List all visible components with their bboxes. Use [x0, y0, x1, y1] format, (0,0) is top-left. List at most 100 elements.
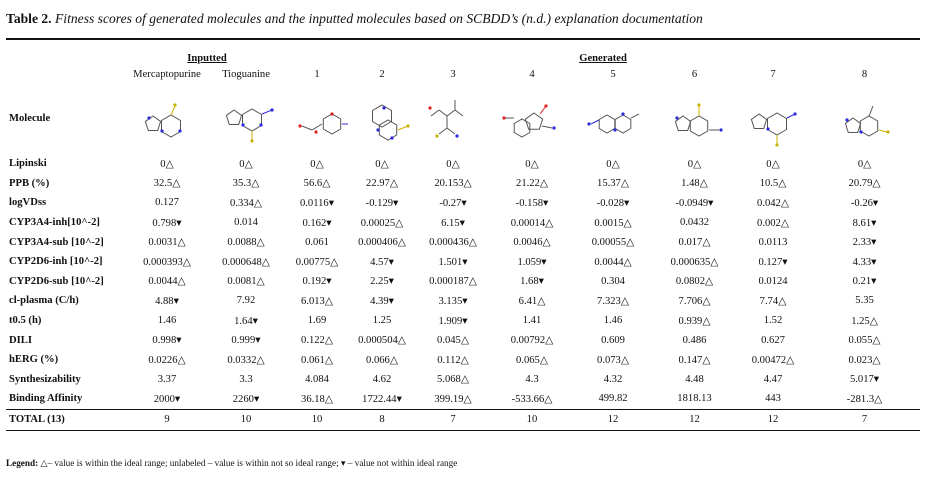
table-cell: 0.162▾ — [302, 217, 332, 229]
table-cell: 0.0113 — [758, 236, 788, 248]
table-cell: 0.00025△ — [360, 217, 404, 229]
table-cell: 3.135▾ — [438, 295, 468, 307]
table-cell: 0.0046△ — [513, 237, 551, 249]
table-cell: 0.0015△ — [594, 217, 632, 229]
column-header: Mercaptopurine — [133, 68, 201, 80]
table-cell: 0△ — [525, 158, 539, 170]
row-label: Binding Affinity — [9, 393, 83, 405]
table-cell: 0.127▾ — [758, 256, 788, 268]
column-header: 5 — [610, 68, 616, 80]
row-label: Synthesizability — [9, 373, 81, 385]
group-inputted: Inputted — [187, 52, 227, 64]
table-row: CYP3A4-sub [10^-2] 0.0031△ 0.0088△ 0.061 0.0… — [6, 232, 920, 252]
table-cell: 0.0031△ — [148, 237, 186, 249]
table-cell: 0.000504△ — [358, 335, 406, 347]
table-cell: -0.129▾ — [365, 197, 399, 209]
table-cell: 2000▾ — [153, 393, 181, 405]
table-cell: -0.27▾ — [439, 197, 467, 209]
table-cell: 0.00055△ — [591, 237, 635, 249]
table-cell: 35.3△ — [232, 178, 260, 190]
top-rule — [6, 38, 920, 40]
total-cell: 12 — [574, 408, 653, 431]
table-cell: 0.0044△ — [148, 276, 186, 288]
table-cell: 32.5△ — [153, 178, 181, 190]
table-cell: 0.073△ — [597, 354, 629, 366]
table-row: t0.5 (h) 1.46 1.64▾ 1.69 1.25 1.909▾ 1.41 1.46 0… — [6, 311, 920, 331]
table-cell: 1.64▾ — [234, 315, 258, 327]
column-header: 2 — [379, 68, 385, 80]
table-cell: 4.47 — [763, 373, 783, 385]
table-cell: 4.57▾ — [370, 256, 394, 268]
table-cell: 0△ — [310, 158, 324, 170]
column-header: 7 — [770, 68, 776, 80]
table-cell: 0.192▾ — [302, 276, 332, 288]
table-cell: 21.22△ — [516, 178, 548, 190]
table-cell: 1.46 — [157, 315, 177, 327]
column-header: 3 — [450, 68, 456, 80]
column-header: 1 — [314, 68, 320, 80]
row-label: logVDss — [9, 197, 47, 209]
column-header: Tioguanine — [222, 68, 270, 80]
total-row: TOTAL (13) 9 10 10 8 7 10 12 12 12 7 — [6, 408, 921, 431]
table-cell: 0.042△ — [757, 197, 789, 209]
table-cell: 0.045△ — [437, 335, 469, 347]
total-cell: 7 — [416, 408, 491, 431]
row-label: hERG (%) — [9, 354, 59, 366]
caption-text: Fitness scores of generated molecules an… — [55, 11, 703, 26]
table-cell: 0△ — [446, 158, 460, 170]
table-cell: 36.18△ — [301, 393, 333, 405]
table-cell: 499.82 — [598, 393, 628, 405]
table-cell: 0.798▾ — [152, 217, 182, 229]
molecule-structure-icon — [286, 82, 349, 154]
total-cell: 10 — [490, 408, 575, 431]
molecule-structure-icon — [574, 82, 652, 154]
table-cell: 3.37 — [157, 373, 177, 385]
table-cell: 0.065△ — [516, 354, 548, 366]
total-cell: 10 — [286, 408, 349, 431]
table-cell: 1.48△ — [681, 178, 708, 190]
table-cell: 0.000406△ — [358, 237, 406, 249]
table-cell: 0△ — [687, 158, 702, 170]
table-row: CYP3A4-inh[10^-2] 0.798▾ 0.014 0.162▾ 0.0002… — [6, 213, 920, 233]
table-cell: 2260▾ — [232, 393, 260, 405]
table-cell: 0△ — [766, 158, 780, 170]
table-cell: 0△ — [239, 158, 253, 170]
table-cell: 0.066△ — [366, 354, 398, 366]
row-label: cl-plasma (C/h) — [9, 295, 79, 307]
molecule-structure-icon — [737, 82, 809, 154]
table-cell: 0.0124 — [758, 275, 788, 287]
table-cell: -0.0949▾ — [675, 197, 714, 209]
table-cell: 1.25△ — [851, 315, 878, 327]
table-cell: 4.88▾ — [155, 295, 179, 307]
row-label: PPB (%) — [9, 177, 50, 189]
table-row: PPB (%) 32.5△ 35.3△ 56.6△ 22.97△ 20.153△ 21.22… — [6, 174, 920, 194]
molecule-structure-icon — [128, 82, 206, 154]
table-cell: 0.000436△ — [429, 237, 477, 249]
table-cell: -0.26▾ — [850, 197, 879, 209]
table-caption: Table 2. Fitness scores of generated mol… — [6, 10, 920, 28]
fitness-table: Inputted Generated Mercaptopurine Tioguan… — [6, 50, 921, 431]
table-cell: 0.999▾ — [231, 335, 261, 347]
table-cell: 0.0088△ — [227, 237, 265, 249]
table-cell: 4.32 — [603, 373, 623, 385]
table-cell: 0.147△ — [678, 354, 711, 366]
caption-label: Table 2. — [6, 11, 52, 26]
table-cell: 0.017△ — [678, 237, 711, 249]
row-label: CYP2D6-sub [10^-2] — [9, 275, 104, 287]
table-cell: 0.000635△ — [670, 256, 719, 268]
molecule-structure-icon — [416, 82, 490, 154]
table-cell: 4.48 — [685, 373, 704, 385]
column-header: 4 — [529, 68, 535, 80]
table-cell: 7.74△ — [759, 295, 787, 307]
total-cell: 12 — [652, 408, 738, 431]
table-cell: 0.002△ — [757, 217, 789, 229]
table-cell: 0.0044△ — [594, 256, 632, 268]
table-cell: 0.0226△ — [148, 354, 186, 366]
table-cell: 0.334△ — [230, 197, 262, 209]
total-cell: 7 — [809, 408, 921, 431]
table-row: Binding Affinity 2000▾ 2260▾ 36.18△ 1722.44▾… — [6, 389, 920, 409]
group-header-row: Inputted Generated — [6, 50, 920, 66]
total-cell: 8 — [348, 408, 417, 431]
table-cell: 8.61▾ — [852, 217, 877, 229]
total-cell: 9 — [128, 408, 206, 431]
